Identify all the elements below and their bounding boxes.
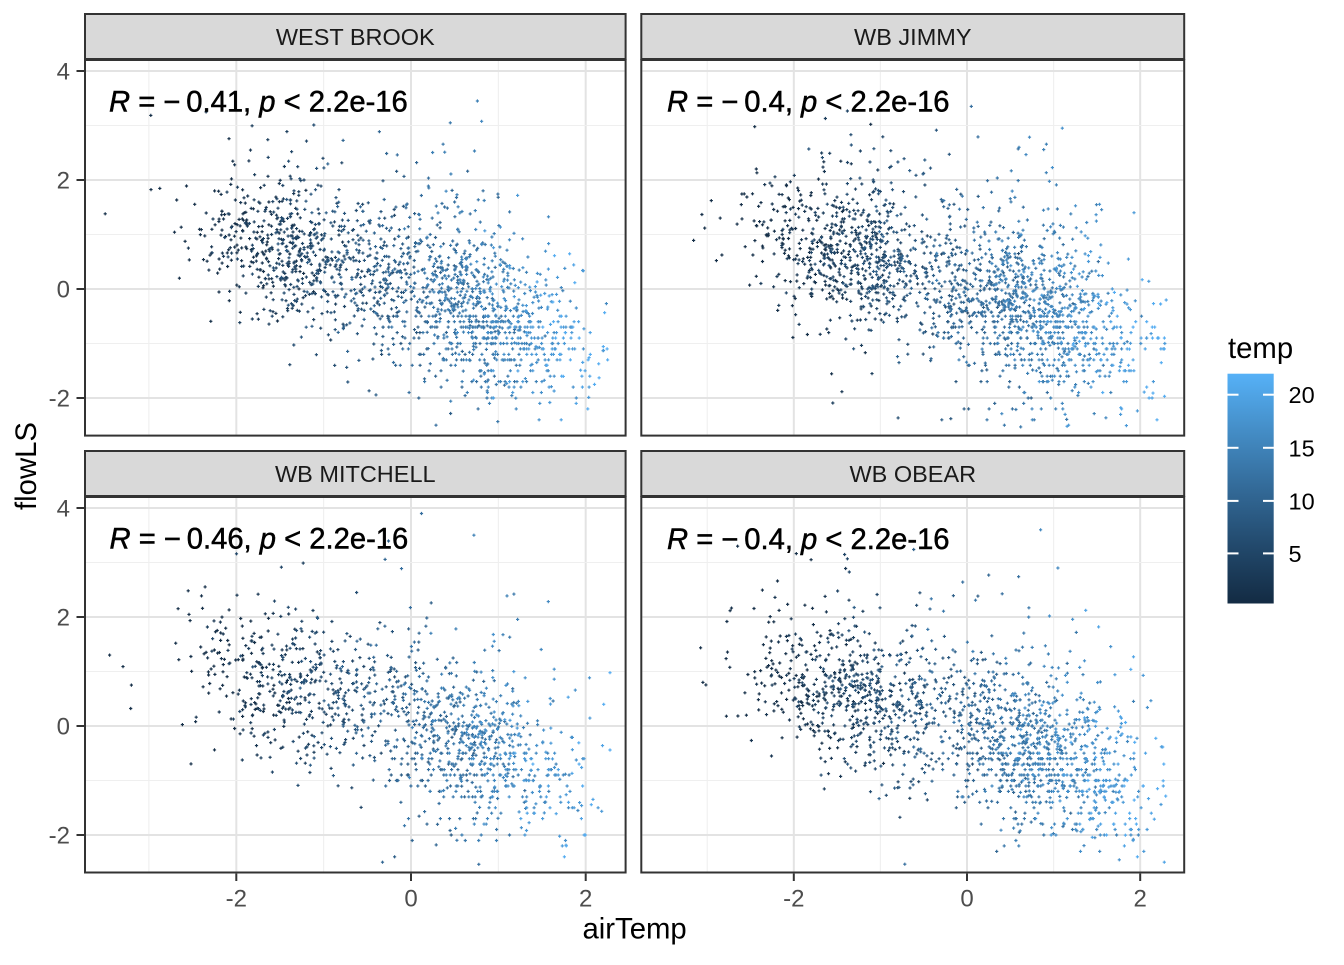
svg-text:WEST BROOK: WEST BROOK: [276, 24, 435, 50]
svg-text:20: 20: [1289, 382, 1315, 408]
svg-text:2: 2: [57, 605, 70, 632]
svg-text:R = − 0.4, p < 2.2e-16: R = − 0.4, p < 2.2e-16: [667, 87, 950, 119]
svg-text:15: 15: [1289, 435, 1315, 461]
svg-text:R = − 0.46, p < 2.2e-16: R = − 0.46, p < 2.2e-16: [110, 524, 409, 556]
svg-text:airTemp: airTemp: [582, 913, 686, 946]
svg-text:2: 2: [1134, 886, 1147, 913]
svg-text:R = − 0.41, p < 2.2e-16: R = − 0.41, p < 2.2e-16: [109, 87, 408, 119]
svg-text:2: 2: [579, 886, 592, 913]
svg-text:0: 0: [57, 277, 70, 304]
svg-text:0: 0: [960, 886, 973, 913]
svg-text:10: 10: [1289, 488, 1315, 514]
svg-text:flowLS: flowLS: [10, 422, 43, 510]
svg-text:WB OBEAR: WB OBEAR: [849, 461, 976, 487]
svg-text:5: 5: [1289, 541, 1302, 567]
svg-text:-2: -2: [783, 886, 804, 913]
svg-text:-2: -2: [226, 886, 247, 913]
svg-text:-2: -2: [49, 823, 70, 850]
svg-text:0: 0: [404, 886, 417, 913]
svg-text:2: 2: [57, 168, 70, 195]
svg-text:4: 4: [57, 496, 70, 523]
svg-text:R = − 0.4, p < 2.2e-16: R = − 0.4, p < 2.2e-16: [667, 524, 950, 556]
svg-text:temp: temp: [1228, 332, 1293, 365]
svg-text:WB JIMMY: WB JIMMY: [854, 24, 972, 50]
svg-text:-2: -2: [49, 386, 70, 413]
svg-text:4: 4: [57, 59, 70, 86]
svg-text:0: 0: [57, 714, 70, 741]
svg-text:WB MITCHELL: WB MITCHELL: [275, 461, 436, 487]
